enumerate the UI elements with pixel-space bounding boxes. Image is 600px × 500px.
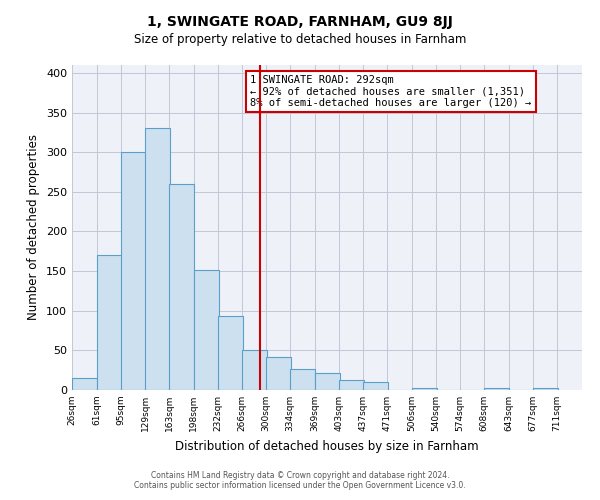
Bar: [363, 382, 388, 390]
Bar: [145, 128, 170, 390]
Bar: [72, 378, 97, 390]
Text: 1 SWINGATE ROAD: 292sqm
← 92% of detached houses are smaller (1,351)
8% of semi-: 1 SWINGATE ROAD: 292sqm ← 92% of detache…: [251, 74, 532, 108]
Text: 1, SWINGATE ROAD, FARNHAM, GU9 8JJ: 1, SWINGATE ROAD, FARNHAM, GU9 8JJ: [147, 15, 453, 29]
Text: Contains HM Land Registry data © Crown copyright and database right 2024.
Contai: Contains HM Land Registry data © Crown c…: [134, 470, 466, 490]
Bar: [194, 270, 218, 390]
Bar: [169, 184, 194, 390]
Bar: [121, 152, 146, 390]
Bar: [315, 372, 340, 390]
Bar: [290, 368, 315, 390]
Bar: [242, 350, 267, 390]
Bar: [339, 380, 364, 390]
Bar: [218, 316, 243, 390]
Bar: [412, 388, 437, 390]
Y-axis label: Number of detached properties: Number of detached properties: [28, 134, 40, 320]
X-axis label: Distribution of detached houses by size in Farnham: Distribution of detached houses by size …: [175, 440, 479, 452]
Bar: [533, 388, 558, 390]
Bar: [266, 356, 291, 390]
Bar: [484, 388, 509, 390]
Bar: [97, 255, 122, 390]
Text: Size of property relative to detached houses in Farnham: Size of property relative to detached ho…: [134, 32, 466, 46]
